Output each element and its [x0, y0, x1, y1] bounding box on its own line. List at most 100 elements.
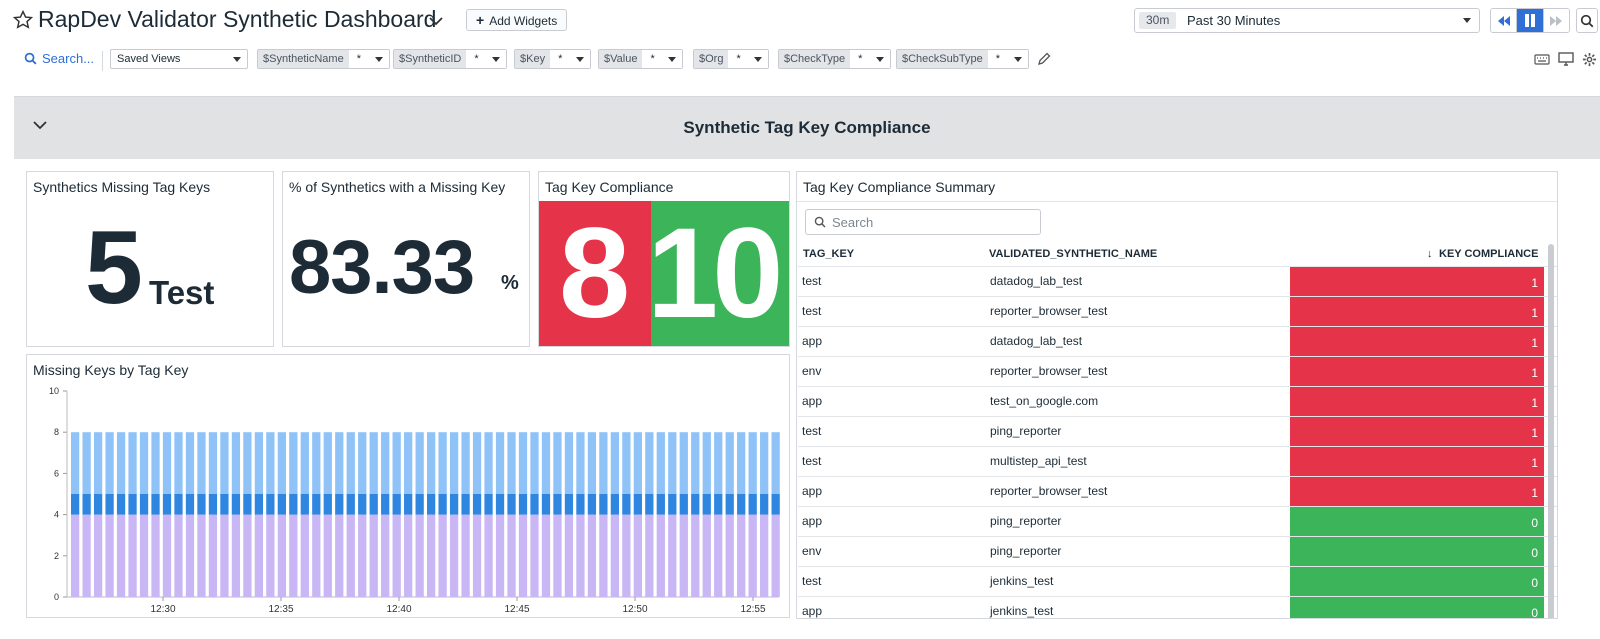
bar-segment-series-1 [599, 494, 608, 515]
bar-segment-series-2 [71, 432, 80, 494]
bar-segment-series-1 [553, 494, 562, 515]
dashboard-title[interactable]: RapDev Validator Synthetic Dashboard [38, 6, 437, 32]
plus-icon: + [476, 12, 485, 28]
bar-segment-series-2 [541, 432, 551, 494]
template-var-value[interactable]: * [466, 50, 507, 68]
column-header-tag-key[interactable]: TAG_KEY [803, 248, 855, 260]
stacked-bar-chart[interactable]: 0 2 4 6 8 10 12:30 12:35 12:40 12:45 12:50 12:55 [27, 383, 789, 617]
gear-icon[interactable] [1582, 52, 1597, 67]
bar-segment-series-0 [668, 514, 677, 597]
table-search-input[interactable]: Search [805, 209, 1041, 235]
bar-segment-series-2 [507, 432, 516, 494]
table-row[interactable]: test multistep_api_test 1 [798, 446, 1557, 476]
column-header-key-compliance[interactable]: KEY COMPLIANCE [1439, 248, 1539, 260]
bar-segment-series-1 [71, 494, 80, 515]
template-var-value[interactable]: * [348, 50, 389, 68]
template-var-value-filter[interactable]: $Value * [598, 49, 684, 69]
template-var-syntheticid[interactable]: $SyntheticID * [393, 49, 508, 69]
star-icon[interactable] [12, 9, 34, 31]
bar-segment-series-1 [645, 494, 654, 515]
table-row[interactable]: test ping_reporter 1 [798, 416, 1557, 446]
bar-segment-series-0 [679, 514, 688, 597]
table-row[interactable]: app test_on_google.com 1 [798, 386, 1557, 416]
bar-segment-series-1 [702, 494, 711, 515]
rewind-button[interactable] [1491, 9, 1518, 32]
template-var-value[interactable]: * [642, 50, 683, 68]
bar-segment-series-1 [507, 494, 516, 515]
keyboard-icon[interactable] [1534, 52, 1550, 66]
missing-tag-keys-widget[interactable]: Synthetics Missing Tag Keys 5 Test [26, 171, 274, 347]
bar-segment-series-0 [208, 514, 218, 597]
table-row[interactable]: test jenkins_test 0 [798, 566, 1557, 596]
bar-segment-series-2 [151, 432, 160, 494]
cell-key-compliance-value: 0 [1531, 606, 1538, 619]
pct-missing-key-widget[interactable]: % of Synthetics with a Missing Key 83.33… [282, 171, 530, 347]
add-widgets-button[interactable]: + Add Widgets [466, 9, 568, 31]
tv-mode-icon[interactable] [1558, 52, 1574, 66]
bar-segment-series-1 [714, 494, 723, 515]
table-row[interactable]: app reporter_browser_test 1 [798, 476, 1557, 506]
bar-segment-series-0 [139, 514, 149, 597]
cell-tag-key: app [802, 514, 823, 528]
bar-segment-series-0 [185, 514, 195, 597]
template-var-value-text: * [736, 53, 741, 65]
table-row[interactable]: env reporter_browser_test 1 [798, 356, 1557, 386]
filter-search[interactable]: Search... [24, 51, 94, 66]
bar-segment-series-1 [495, 494, 505, 515]
table-row[interactable]: env ping_reporter 0 [798, 536, 1557, 566]
time-range-selector[interactable]: 30m Past 30 Minutes [1134, 8, 1480, 33]
bar-segment-series-0 [289, 514, 298, 597]
search-button[interactable] [1576, 8, 1598, 33]
template-var-org[interactable]: $Org * [693, 49, 770, 69]
template-var-key[interactable]: $Key * [514, 49, 592, 69]
cell-synthetic-name: reporter_browser_test [990, 484, 1108, 498]
saved-views-select[interactable]: Saved Views [110, 49, 248, 69]
template-var-value-text: * [474, 53, 479, 65]
chevron-down-icon[interactable] [32, 119, 48, 131]
table-row[interactable]: app datadog_lab_test 1 [798, 326, 1557, 356]
bar-segment-series-0 [82, 514, 91, 597]
bar-segment-series-2 [760, 432, 769, 494]
bar-segment-series-2 [346, 432, 355, 494]
query-value: 5 [85, 210, 143, 326]
bar-segment-series-0 [737, 514, 746, 597]
template-var-checksubtype[interactable]: $CheckSubType * [896, 49, 1029, 69]
cell-synthetic-name: test_on_google.com [990, 394, 1099, 408]
tag-key-compliance-summary-widget[interactable]: Tag Key Compliance Summary Search TAG_KE… [796, 171, 1558, 619]
missing-keys-by-tag-key-widget[interactable]: Missing Keys by Tag Key 0 2 4 6 8 10 12:30 12:3… [26, 354, 790, 618]
scrollbar[interactable] [1548, 244, 1554, 618]
table-row[interactable]: test reporter_browser_test 1 [798, 296, 1557, 326]
bar-segment-series-0 [392, 514, 401, 597]
bar-segment-series-2 [208, 432, 218, 494]
table-row[interactable]: app ping_reporter 0 [798, 506, 1557, 536]
chevron-down-icon[interactable] [428, 13, 444, 29]
table-row[interactable]: test datadog_lab_test 1 [798, 266, 1557, 296]
cell-key-compliance: 1 [1290, 417, 1544, 446]
caret-down-icon [668, 57, 677, 62]
template-var-value[interactable]: * [550, 50, 591, 68]
tag-key-compliance-widget[interactable]: Tag Key Compliance 8 10 [538, 171, 790, 347]
bar-segment-series-1 [105, 494, 114, 515]
template-var-checktype[interactable]: $CheckType * [778, 49, 892, 69]
cell-tag-key: env [802, 544, 822, 558]
bar-segment-series-1 [438, 494, 447, 515]
pencil-icon[interactable] [1037, 52, 1051, 66]
table-row[interactable]: app jenkins_test 0 [798, 596, 1557, 619]
forward-button[interactable] [1543, 9, 1569, 32]
bar-segment-series-2 [358, 432, 367, 494]
column-header-synthetic-name[interactable]: VALIDATED_SYNTHETIC_NAME [989, 248, 1158, 260]
bar-segment-series-2 [472, 432, 482, 494]
template-var-syntheticname[interactable]: $SyntheticName * [257, 49, 390, 69]
bar-segment-series-1 [254, 494, 264, 515]
template-var-value[interactable]: * [987, 50, 1028, 68]
bar-segment-series-2 [530, 432, 539, 494]
pause-button[interactable] [1517, 9, 1544, 32]
template-var-name: $CheckType [779, 50, 851, 68]
bar-segment-series-0 [438, 514, 447, 597]
template-var-value[interactable]: * [850, 50, 891, 68]
template-variable-bar: Search... Saved Views $SyntheticName * $… [0, 48, 1600, 74]
cell-key-compliance: 0 [1290, 507, 1544, 536]
template-var-value[interactable]: * [728, 50, 769, 68]
search-icon [814, 216, 826, 228]
bar-segment-series-1 [174, 494, 183, 515]
